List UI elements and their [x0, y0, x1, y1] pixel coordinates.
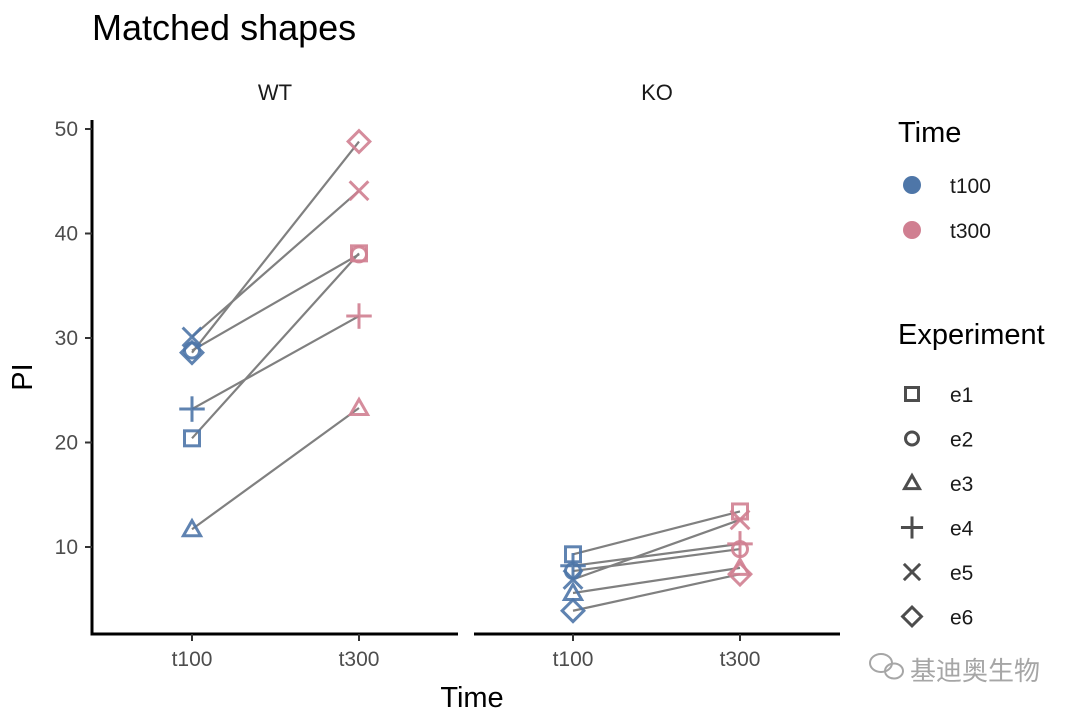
point-wt-e3-t300 [347, 396, 371, 416]
panels: WT t100 t300 10 20 30 40 50 KO t100 t300 [55, 80, 840, 671]
legend-experiment-key-e3 [901, 472, 923, 491]
panel-ko: KO t100 t300 [474, 80, 840, 671]
y-tick-label: 10 [55, 536, 78, 559]
point-wt-e6-t100 [179, 339, 205, 366]
legend-time-label-t300: t300 [950, 220, 991, 243]
point-wt-e1-t100 [183, 429, 201, 448]
pair-line-e2 [572, 547, 741, 573]
pair-line-e2 [191, 253, 360, 352]
point-ko-e4-t100 [560, 553, 586, 579]
point-wt-e6-t300 [346, 128, 372, 155]
point-ko-e6-t100 [560, 597, 586, 624]
point-ko-e6-t300 [727, 561, 753, 588]
legend-experiment-label-e6: e6 [950, 607, 973, 630]
panel-wt: WT t100 t300 10 20 30 40 50 [55, 80, 458, 671]
point-ko-e5-t300 [729, 509, 751, 531]
legend-experiment-key-e1 [904, 386, 920, 402]
pair-line-e1 [572, 510, 741, 556]
watermark-text: 基迪奥生物 [910, 656, 1040, 686]
x-tick-label: t100 [172, 648, 213, 671]
wechat-logo-icon [869, 653, 904, 680]
legend-experiment-key-e2 [904, 430, 920, 447]
point-wt-e3-t100 [180, 517, 204, 538]
point-wt-e5-t100 [181, 326, 203, 348]
y-tick-label: 40 [55, 223, 78, 246]
x-axis-title: Time [440, 682, 503, 714]
point-ko-e1-t300 [731, 502, 749, 521]
legend-experiment-label-e3: e3 [950, 473, 973, 496]
watermark: 基迪奥生物 [869, 653, 1040, 686]
pair-line-e6 [572, 573, 741, 612]
x-tick-label: t300 [339, 648, 380, 671]
x-tick-label: t100 [553, 648, 594, 671]
point-wt-e5-t300 [348, 180, 370, 202]
legend-experiment-label-e5: e5 [950, 562, 973, 585]
legend-time-title: Time [898, 117, 961, 149]
legend-experiment-label-e2: e2 [950, 429, 973, 452]
y-axis-title: PI [7, 363, 39, 390]
y-tick-label: 50 [55, 118, 78, 141]
legend-experiment: Experiment e1 e2 e3 e4 e5 e6 [898, 319, 1045, 630]
legend-experiment-label-e1: e1 [950, 384, 973, 407]
strip-label-wt: WT [258, 80, 292, 105]
point-ko-e5-t100 [562, 568, 584, 590]
legend-time-key-t300 [903, 221, 921, 239]
point-wt-e2-t300 [350, 245, 368, 264]
y-tick-label: 20 [55, 432, 78, 455]
pair-line-e1 [191, 252, 360, 440]
pair-line-e5 [191, 189, 360, 338]
legend-experiment-key-e4 [900, 516, 924, 539]
pair-line-e5 [572, 518, 741, 581]
pair-line-e3 [572, 566, 741, 595]
legend-time-label-t100: t100 [950, 175, 991, 198]
legend-time-key-t100 [903, 176, 921, 194]
point-ko-e4-t300 [727, 531, 753, 557]
strip-label-ko: KO [641, 80, 673, 105]
legend-time: Time t100 t300 [898, 117, 991, 243]
y-tick-label: 30 [55, 327, 78, 350]
legend-experiment-key-e5 [902, 562, 922, 582]
pair-line-e6 [191, 140, 360, 354]
legend-experiment-label-e4: e4 [950, 518, 974, 541]
legend-experiment-title: Experiment [898, 319, 1045, 351]
point-wt-e4-t100 [179, 396, 205, 422]
x-tick-label: t300 [720, 648, 761, 671]
pair-line-e3 [191, 407, 360, 531]
point-wt-e4-t300 [346, 303, 372, 329]
legend-experiment-key-e6 [900, 604, 924, 629]
chart-title: Matched shapes [92, 7, 356, 48]
pair-line-e4 [191, 315, 360, 411]
pair-line-e4 [572, 542, 741, 567]
